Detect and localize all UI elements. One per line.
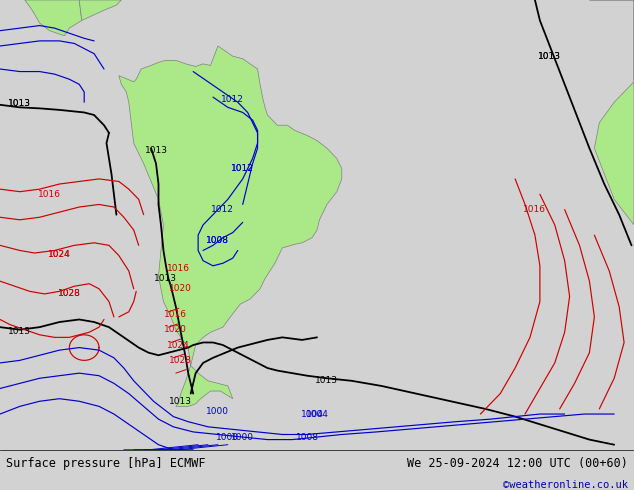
Text: 1000: 1000 — [216, 433, 240, 441]
Text: 1020: 1020 — [169, 284, 192, 294]
Polygon shape — [119, 46, 342, 406]
Text: We 25-09-2024 12:00 UTC (00+60): We 25-09-2024 12:00 UTC (00+60) — [407, 457, 628, 470]
Text: 1012: 1012 — [212, 205, 235, 214]
Text: 1024: 1024 — [48, 250, 71, 259]
Text: 1028: 1028 — [58, 290, 81, 298]
Text: 1020: 1020 — [164, 325, 187, 334]
Text: 1013: 1013 — [169, 397, 192, 406]
Text: 1013: 1013 — [8, 327, 31, 336]
Text: 1008: 1008 — [207, 236, 230, 245]
Text: 1016: 1016 — [164, 310, 187, 319]
Polygon shape — [590, 0, 634, 225]
Polygon shape — [79, 0, 121, 21]
Text: 1013: 1013 — [145, 147, 167, 155]
Text: 1024: 1024 — [48, 250, 71, 259]
Text: 1000: 1000 — [207, 407, 230, 416]
Text: 1004: 1004 — [301, 410, 323, 418]
Text: 1012: 1012 — [221, 95, 244, 104]
Text: 1024: 1024 — [167, 341, 190, 349]
Text: 1028: 1028 — [169, 356, 192, 365]
Text: Surface pressure [hPa] ECMWF: Surface pressure [hPa] ECMWF — [6, 457, 206, 470]
Polygon shape — [25, 0, 82, 36]
Text: 1012: 1012 — [231, 164, 254, 173]
Text: 1013: 1013 — [315, 376, 339, 385]
Text: 1000: 1000 — [231, 433, 254, 441]
Text: 1013: 1013 — [155, 274, 178, 283]
Text: 1016: 1016 — [38, 190, 61, 199]
Text: 1028: 1028 — [58, 290, 81, 298]
Text: 1016: 1016 — [524, 205, 547, 214]
Text: 1008: 1008 — [295, 433, 319, 441]
Text: ©weatheronline.co.uk: ©weatheronline.co.uk — [503, 480, 628, 490]
Text: 1008: 1008 — [207, 236, 230, 245]
Text: 1013: 1013 — [538, 52, 561, 61]
Text: 1004: 1004 — [306, 410, 328, 418]
Text: 1013: 1013 — [8, 99, 31, 108]
Text: 1016: 1016 — [167, 264, 190, 273]
Text: 1013: 1013 — [538, 52, 561, 61]
Text: 1012: 1012 — [231, 164, 254, 173]
Text: 1013: 1013 — [8, 99, 31, 108]
